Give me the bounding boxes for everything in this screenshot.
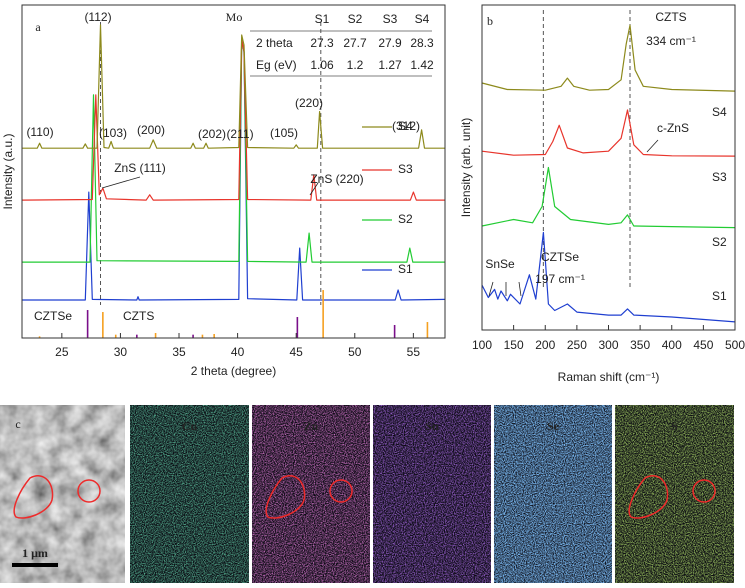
x-axis-label: 2 theta (degree) xyxy=(191,364,276,378)
x-tick-label: 250 xyxy=(567,338,587,352)
series-line xyxy=(22,24,445,149)
x-tick-label: 50 xyxy=(348,345,362,359)
plot-frame xyxy=(21,4,446,339)
annotation: (202) xyxy=(198,127,226,141)
table-header: S3 xyxy=(383,12,398,26)
x-tick-label: 35 xyxy=(172,345,186,359)
region-outline xyxy=(13,475,54,519)
sem-image xyxy=(0,405,125,583)
arrow xyxy=(518,281,522,297)
series-label: S2 xyxy=(398,212,413,226)
x-axis-label: Raman shift (cm⁻¹) xyxy=(558,370,660,384)
x-tick-label: 300 xyxy=(598,338,618,352)
y-axis-label: Intensity (a.u.) xyxy=(1,133,15,209)
x-tick-label: 450 xyxy=(693,338,713,352)
table-cell: 27.7 xyxy=(343,36,367,50)
region-outline xyxy=(77,479,101,503)
series-label: S1 xyxy=(398,262,413,276)
x-tick-label: 150 xyxy=(504,338,524,352)
annotation: ZnS (220) xyxy=(310,172,363,186)
scale-bar-label: 1 μm xyxy=(22,546,48,560)
table-cell: 27.3 xyxy=(310,36,334,50)
table-row-label: Eg (eV) xyxy=(256,58,297,72)
region-outline xyxy=(628,475,669,519)
x-tick-label: 400 xyxy=(662,338,682,352)
series-line xyxy=(481,24,736,92)
panel-letter: b xyxy=(487,14,493,28)
reference-label: CZTS xyxy=(123,309,154,323)
annotation: (105) xyxy=(270,126,298,140)
series-line xyxy=(481,109,736,157)
annotation: Mo xyxy=(226,10,243,24)
series-line xyxy=(481,166,736,229)
series-label: S3 xyxy=(398,162,413,176)
panel-letter: a xyxy=(35,20,41,34)
table-header: S1 xyxy=(315,12,330,26)
annotation: (220) xyxy=(295,96,323,110)
table-cell: 27.9 xyxy=(378,36,402,50)
region-outline xyxy=(265,475,306,519)
map-label: S xyxy=(671,419,678,433)
arrow xyxy=(488,281,494,297)
table-cell: 28.3 xyxy=(410,36,434,50)
arrow xyxy=(646,139,659,153)
map-label: Sn xyxy=(425,419,439,433)
element-map xyxy=(373,405,491,583)
annotation: (112) xyxy=(84,10,111,24)
panel-letter: c xyxy=(15,417,20,431)
element-map xyxy=(130,405,249,583)
y-axis-label: Intensity (arb. unit) xyxy=(459,118,473,217)
element-map xyxy=(494,405,612,583)
plot-frame xyxy=(481,4,736,331)
series-label: S1 xyxy=(712,289,727,303)
x-tick-label: 350 xyxy=(630,338,650,352)
annotation: (312) xyxy=(392,119,420,133)
annotation: SnSe xyxy=(485,257,515,271)
x-tick-label: 100 xyxy=(472,338,492,352)
x-tick-label: 500 xyxy=(725,338,745,352)
table-cell: 1.27 xyxy=(378,58,402,72)
x-tick-label: 40 xyxy=(231,345,245,359)
series-label: S4 xyxy=(398,119,413,133)
region-outline xyxy=(692,479,716,503)
x-tick-label: 55 xyxy=(407,345,421,359)
table-cell: 1.2 xyxy=(347,58,364,72)
x-tick-label: 25 xyxy=(55,345,69,359)
annotation: CZTSe xyxy=(541,250,579,264)
map-label: Zn xyxy=(304,419,319,433)
map-label: Se xyxy=(547,419,560,433)
annotation: ZnS (111) xyxy=(114,161,166,175)
map-label: Cu xyxy=(182,419,198,433)
x-tick-label: 30 xyxy=(114,345,128,359)
annotation: (110) xyxy=(26,125,53,139)
arrow xyxy=(309,182,319,196)
annotation: (103) xyxy=(99,126,127,140)
series-label: S3 xyxy=(712,170,727,184)
annotation: (211) xyxy=(226,127,253,141)
table-cell: 1.42 xyxy=(410,58,434,72)
annotation: 334 cm⁻¹ xyxy=(646,34,696,48)
series-label: S4 xyxy=(712,105,727,119)
annotation: CZTS xyxy=(655,10,686,24)
series-line xyxy=(22,39,445,263)
table-header: S4 xyxy=(415,12,430,26)
region-outline xyxy=(329,479,353,503)
annotation: (200) xyxy=(137,123,165,137)
x-tick-label: 45 xyxy=(290,345,304,359)
x-tick-label: 200 xyxy=(535,338,555,352)
annotation: c-ZnS xyxy=(657,121,689,135)
annotation: 197 cm⁻¹ xyxy=(535,272,585,286)
table-row-label: 2 theta xyxy=(256,36,293,50)
table-header: S2 xyxy=(348,12,363,26)
series-label: S2 xyxy=(712,235,727,249)
series-line xyxy=(21,39,445,201)
reference-label: CZTSe xyxy=(34,309,72,323)
arrow xyxy=(101,176,141,189)
table-cell: 1.06 xyxy=(310,58,334,72)
series-line xyxy=(481,231,736,323)
